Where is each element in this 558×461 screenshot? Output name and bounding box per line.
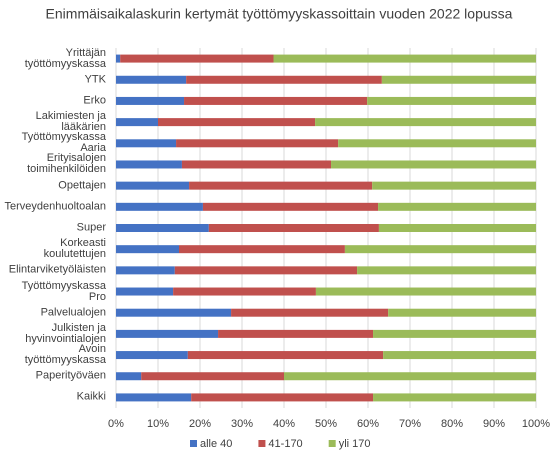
y-tick-label: Elintarviketyöläisten xyxy=(8,263,106,276)
bar-segment xyxy=(381,75,536,84)
bar-segment xyxy=(218,329,374,338)
x-tick-label: 40% xyxy=(273,418,295,430)
bar-segment xyxy=(116,181,190,190)
y-tick-label: Yrittäjän työttömyyskassa xyxy=(24,46,106,70)
bar-segment xyxy=(174,266,358,275)
bar-segment xyxy=(116,118,158,127)
bar-segment xyxy=(116,160,182,169)
bar-segment xyxy=(116,393,192,402)
legend-swatch xyxy=(328,440,336,447)
x-tick-label: 70% xyxy=(399,418,421,430)
legend-label: yli 170 xyxy=(339,438,371,450)
bar-segment xyxy=(378,202,536,211)
x-tick-label: 100% xyxy=(522,418,550,430)
bar-segment xyxy=(158,118,316,127)
bar-segment xyxy=(116,287,174,296)
y-tick-label: Avoin työttömyyskassa xyxy=(24,343,106,367)
y-tick-label: Terveydenhuoltoalan xyxy=(4,200,106,213)
bar-segment xyxy=(344,245,536,254)
bar-segment xyxy=(120,54,274,63)
bar-segment xyxy=(208,224,379,232)
y-tick-label: Kaikki xyxy=(76,390,106,403)
legend-swatch xyxy=(190,440,197,447)
x-tick-label: 30% xyxy=(231,418,253,430)
x-tick-label: 90% xyxy=(483,418,505,430)
bar-segment xyxy=(191,393,374,402)
bar-segment xyxy=(273,54,536,63)
bar-segment xyxy=(372,181,536,190)
bar-segment xyxy=(383,351,536,360)
x-tick-label: 0% xyxy=(108,418,124,430)
bar-segment xyxy=(116,139,177,148)
y-tick-label: Työttömyyskassa Aaria xyxy=(21,131,106,155)
bar-segment xyxy=(187,351,384,360)
y-tick-label: Erityisalojen toimihenkilöiden xyxy=(27,152,106,176)
bar-segment xyxy=(173,287,316,296)
bar-segment xyxy=(141,372,284,381)
bar-segment xyxy=(373,329,536,338)
chart-title: Enimmäisaikalaskurin kertymät työttömyys… xyxy=(46,6,513,22)
y-tick-label: Erko xyxy=(83,94,106,107)
y-tick-label: Julkisten ja hyvinvointialojen xyxy=(25,321,106,345)
y-tick-label: Korkeasti koulutettujen xyxy=(43,237,106,261)
bar-segment xyxy=(231,308,389,317)
bar-segment xyxy=(116,372,142,381)
y-tick-label: Super xyxy=(76,221,106,234)
legend-swatch xyxy=(258,440,266,447)
bar-segment xyxy=(186,75,382,84)
bar-segment xyxy=(176,139,339,148)
x-tick-label: 10% xyxy=(147,418,169,430)
bar-segment xyxy=(331,160,536,169)
y-tick-label: Opettajen xyxy=(58,179,106,192)
bar-segment xyxy=(315,118,536,127)
y-tick-label: Palvelualojen xyxy=(40,306,106,319)
bar-segment xyxy=(116,202,203,211)
bar-segment xyxy=(378,224,536,232)
bar-segment xyxy=(338,139,536,148)
bar-segment xyxy=(116,266,175,275)
y-tick-label: Työttömyyskassa Pro xyxy=(21,279,106,303)
bar-segment xyxy=(189,181,373,190)
bar-segment xyxy=(179,245,345,254)
y-tick-label: Paperityöväen xyxy=(35,369,106,382)
bar-segment xyxy=(116,96,185,105)
bar-segment xyxy=(116,329,219,338)
x-tick-label: 50% xyxy=(315,418,337,430)
legend-label: 41-170 xyxy=(268,438,302,450)
bar-segment xyxy=(116,54,121,63)
bar-segment xyxy=(373,393,536,402)
bar-segment xyxy=(181,160,332,169)
y-tick-label: Lakimiesten ja lääkärien xyxy=(35,110,106,134)
bar-segment xyxy=(284,372,536,381)
y-tick-label: YTK xyxy=(84,73,106,86)
bar-segment xyxy=(367,96,536,105)
x-tick-label: 20% xyxy=(189,418,211,430)
x-tick-label: 80% xyxy=(441,418,463,430)
x-tick-label: 60% xyxy=(357,418,379,430)
bar-segment xyxy=(202,202,379,211)
bar-segment xyxy=(116,245,179,254)
bar-segment xyxy=(116,75,187,84)
legend-label: alle 40 xyxy=(200,438,232,450)
bar-segment xyxy=(357,266,536,275)
bar-segment xyxy=(388,308,536,317)
bar-segment xyxy=(184,96,368,105)
bar-segment xyxy=(315,287,536,296)
bar-segment xyxy=(116,351,188,360)
bar-segment xyxy=(116,308,232,317)
bar-segment xyxy=(116,224,209,232)
